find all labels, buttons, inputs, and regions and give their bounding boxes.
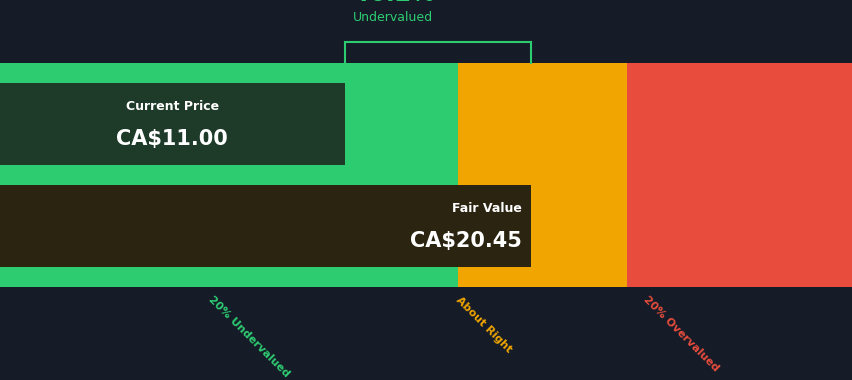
Text: 46.2%: 46.2%: [353, 0, 435, 6]
Text: Current Price: Current Price: [125, 100, 219, 113]
Bar: [458, 63, 626, 287]
Bar: [0, 63, 458, 287]
Bar: [0, 83, 344, 165]
Text: Undervalued: Undervalued: [353, 11, 433, 24]
Text: About Right: About Right: [453, 294, 513, 354]
Bar: [626, 63, 852, 287]
Bar: [0, 185, 530, 267]
Text: Fair Value: Fair Value: [452, 202, 521, 215]
Text: CA$11.00: CA$11.00: [116, 129, 228, 149]
Text: 20% Undervalued: 20% Undervalued: [206, 294, 291, 379]
Text: CA$20.45: CA$20.45: [410, 231, 521, 251]
Text: 20% Overvalued: 20% Overvalued: [641, 294, 719, 374]
